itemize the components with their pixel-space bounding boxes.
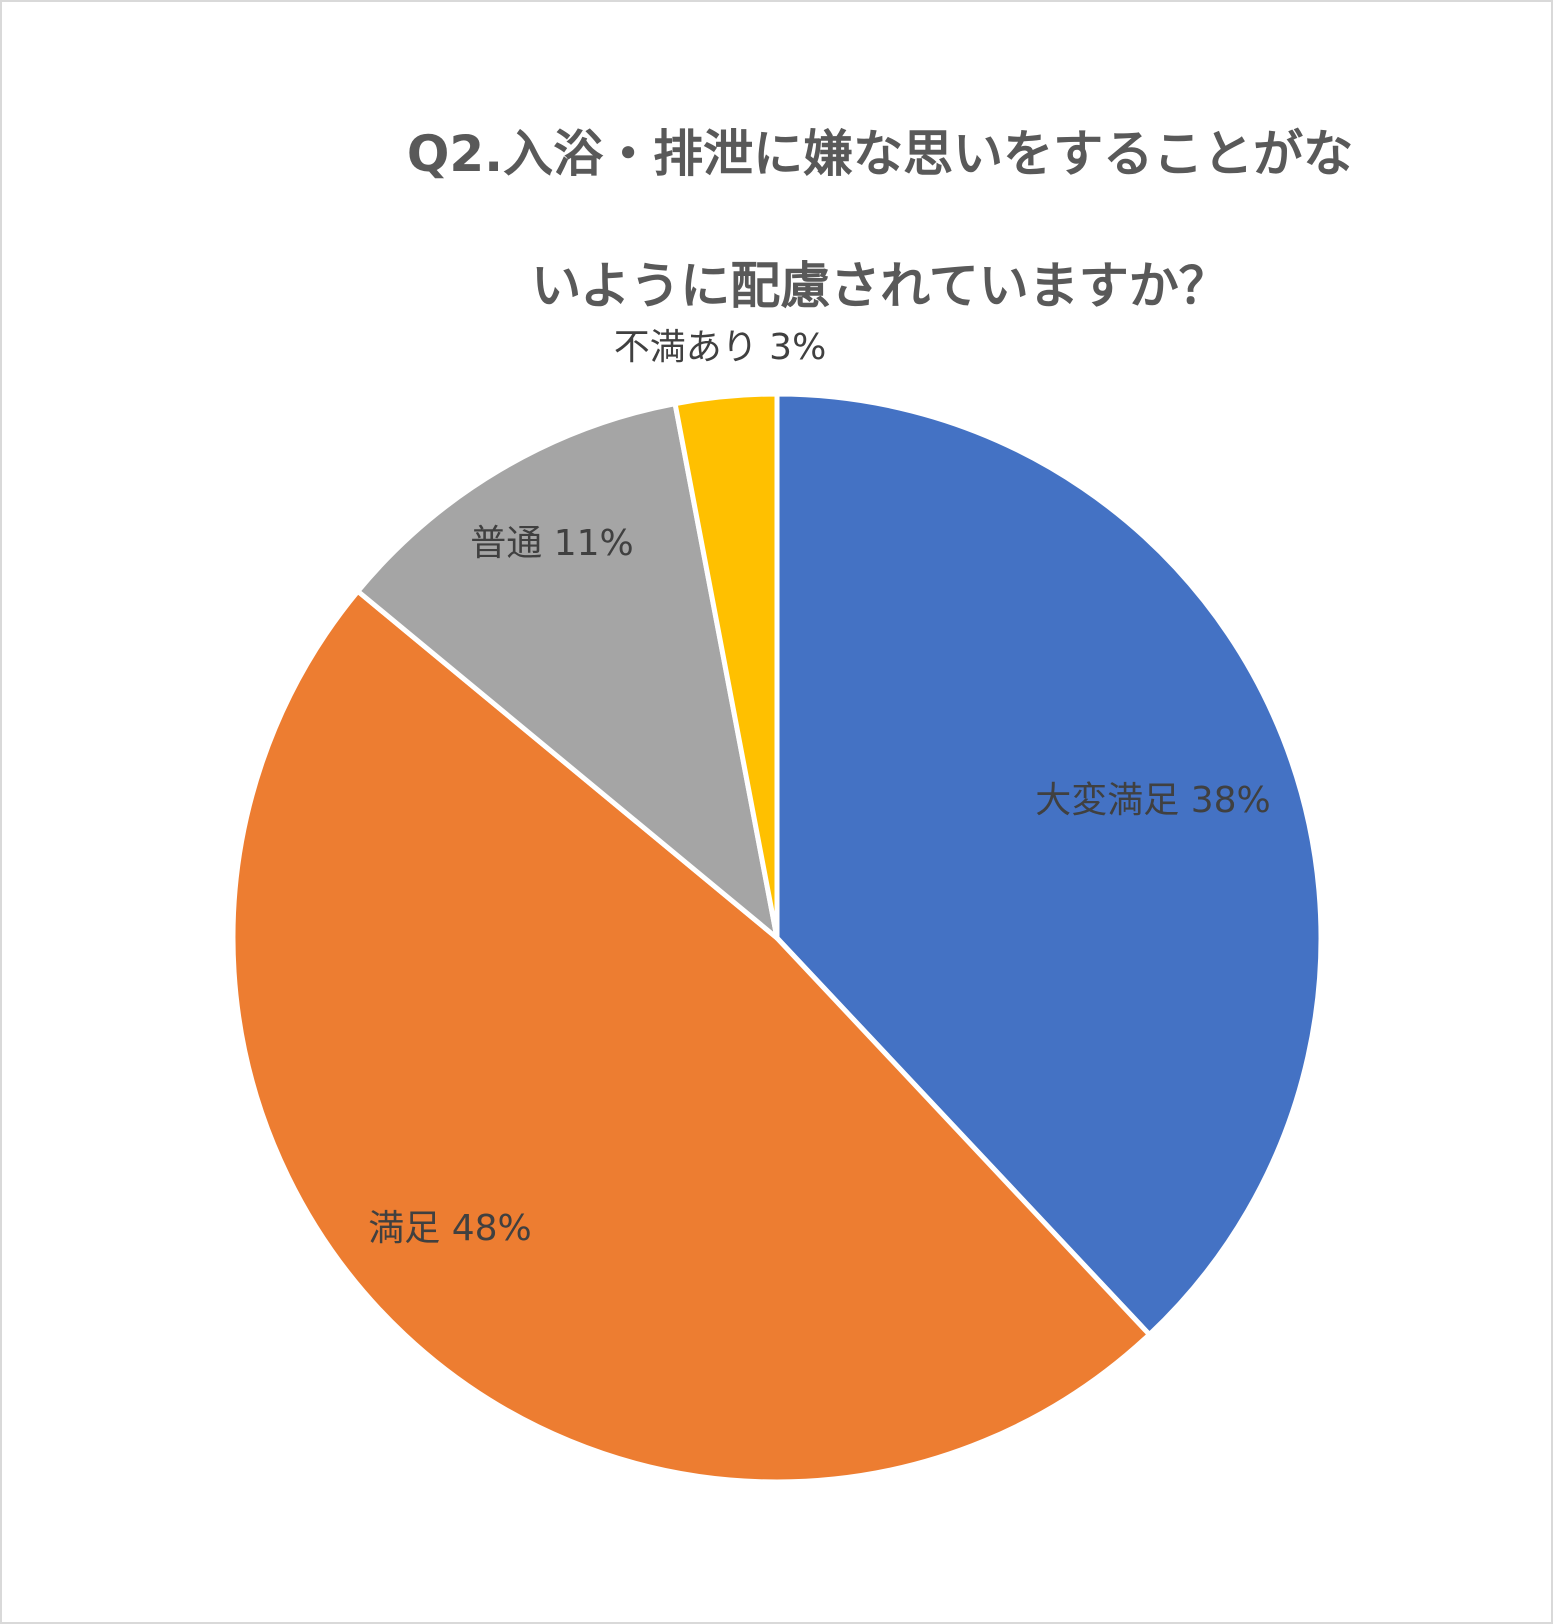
- data-label-2: 普通 11%: [470, 523, 633, 564]
- pie-slice-1: [230, 588, 1152, 1485]
- data-label-3: 不満あり 3%: [614, 327, 827, 368]
- chart-title-line-2: いように配慮されていますか？: [531, 257, 1229, 315]
- data-label-1: 満足 48%: [368, 1208, 531, 1249]
- chart-title-line-1: Q2.入浴・排泄に嫌な思いをすることがな: [406, 125, 1354, 183]
- pie-slice-0: [774, 391, 1324, 1338]
- data-label-0: 大変満足 38%: [1035, 780, 1270, 821]
- chart-title: Q2.入浴・排泄に嫌な思いをすることがな いように配慮されていますか？: [250, 88, 1510, 352]
- pie-slice-3: [672, 391, 780, 941]
- pie-slice-2: [355, 401, 780, 941]
